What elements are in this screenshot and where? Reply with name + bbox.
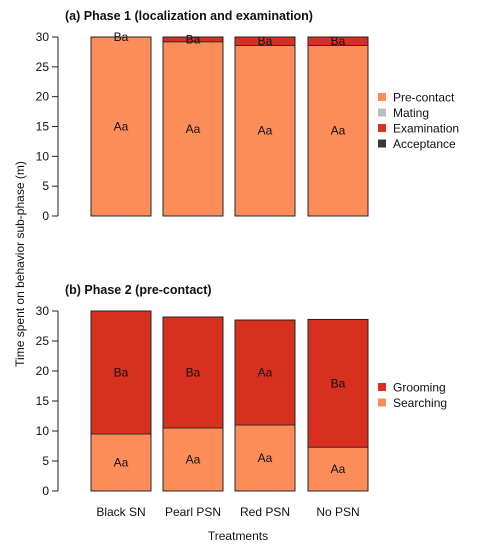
bar-segment-searching-pearl-psn xyxy=(162,427,224,492)
legend-item-mating: Mating xyxy=(393,106,429,120)
legend-swatch-searching xyxy=(378,398,386,407)
y-tick-label: 15 xyxy=(36,120,50,134)
legend-item-pre-contact: Pre-contact xyxy=(393,91,455,105)
bar-outline xyxy=(234,319,296,492)
segment-label: Aa xyxy=(258,451,273,465)
bar-segment-pre-contact-no-psn xyxy=(307,44,369,217)
y-tick-label: 20 xyxy=(36,364,50,378)
segment-label: Aa xyxy=(331,124,346,138)
y-tick-label: 15 xyxy=(36,394,50,408)
legend-item-examination: Examination xyxy=(393,122,459,136)
segment-label: Aa xyxy=(186,122,201,136)
legend-item-acceptance: Acceptance xyxy=(393,137,456,151)
y-tick-label: 5 xyxy=(42,179,49,193)
y-tick-label: 25 xyxy=(36,60,50,74)
y-tick-label: 25 xyxy=(36,334,50,348)
segment-label: Aa xyxy=(114,120,129,134)
bar-outline xyxy=(162,36,224,217)
y-axis-label: Time spent on behavior sub-phase (m) xyxy=(13,161,27,367)
chart-title: (a) Phase 1 (localization and examinatio… xyxy=(65,9,313,23)
segment-label: Ba xyxy=(331,376,346,390)
segment-label: Ba xyxy=(186,366,201,380)
bar-outline xyxy=(307,318,369,492)
bar-segment-grooming-black-sn xyxy=(90,310,152,435)
y-tick-label: 10 xyxy=(36,424,50,438)
segment-label: Aa xyxy=(258,366,273,380)
bar-outline xyxy=(234,36,296,217)
legend-swatch-examination xyxy=(378,124,386,132)
y-tick-label: 0 xyxy=(42,484,49,498)
legend-item-grooming: Grooming xyxy=(393,381,446,395)
x-tick-label: Pearl PSN xyxy=(165,505,221,519)
y-tick-label: 30 xyxy=(36,30,50,44)
bar-segment-searching-no-psn xyxy=(307,446,369,492)
bar-outline xyxy=(90,310,152,492)
y-tick-label: 5 xyxy=(42,454,49,468)
bar-outline xyxy=(90,36,152,217)
x-tick-label: Black SN xyxy=(96,505,145,519)
x-tick-label: No PSN xyxy=(316,505,359,519)
bar-segment-grooming-pearl-psn xyxy=(162,316,224,429)
segment-label: Aa xyxy=(331,462,346,476)
y-tick-label: 10 xyxy=(36,149,50,163)
x-tick-label: Red PSN xyxy=(240,505,290,519)
y-tick-label: 30 xyxy=(36,304,50,318)
segment-label: Ba xyxy=(114,366,129,380)
legend-swatch-acceptance xyxy=(378,139,386,148)
segment-label: Aa xyxy=(114,456,129,470)
x-axis-label: Treatments xyxy=(208,529,268,543)
y-tick-label: 0 xyxy=(42,209,49,223)
legend-swatch-pre-contact xyxy=(378,93,386,101)
bar-outline xyxy=(162,316,224,492)
segment-label: Ba xyxy=(186,32,201,46)
legend-swatch-mating xyxy=(378,108,386,117)
chart-panel-1: (a) Phase 1 (localization and examinatio… xyxy=(36,9,459,223)
legend-swatch-grooming xyxy=(378,383,386,391)
segment-label: Aa xyxy=(186,453,201,467)
bar-segment-pre-contact-pearl-psn xyxy=(162,41,224,217)
segment-label: Aa xyxy=(258,124,273,138)
y-tick-label: 20 xyxy=(36,90,50,104)
bar-outline xyxy=(307,36,369,217)
bar-segment-grooming-red-psn xyxy=(234,319,296,426)
bar-segment-pre-contact-red-psn xyxy=(234,44,296,217)
chart-title: (b) Phase 2 (pre-contact) xyxy=(65,283,212,297)
chart-panel-2: (b) Phase 2 (pre-contact) 0 5 10 15 20 25 30 Aa B… xyxy=(36,283,447,519)
bar-segment-searching-red-psn xyxy=(234,424,296,492)
segment-label: Ba xyxy=(258,34,273,48)
legend-item-searching: Searching xyxy=(393,396,447,410)
bar-segment-searching-black-sn xyxy=(90,433,152,492)
segment-label: Ba xyxy=(331,34,346,48)
